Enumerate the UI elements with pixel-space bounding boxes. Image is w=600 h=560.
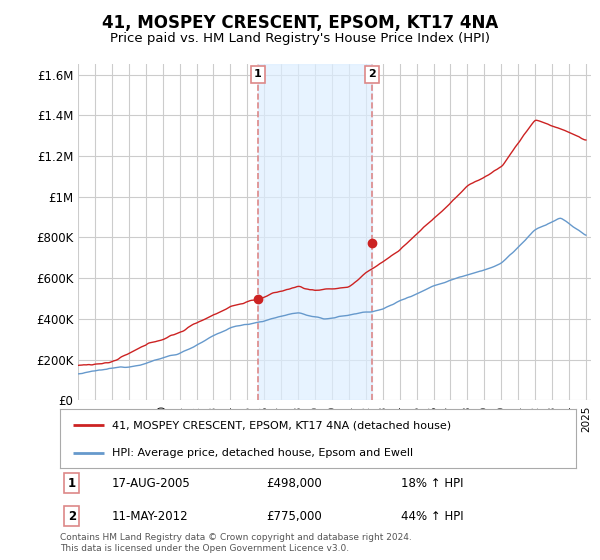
- Text: 41, MOSPEY CRESCENT, EPSOM, KT17 4NA (detached house): 41, MOSPEY CRESCENT, EPSOM, KT17 4NA (de…: [112, 420, 451, 430]
- Text: HPI: Average price, detached house, Epsom and Ewell: HPI: Average price, detached house, Epso…: [112, 448, 413, 458]
- Text: Price paid vs. HM Land Registry's House Price Index (HPI): Price paid vs. HM Land Registry's House …: [110, 32, 490, 45]
- Text: 2: 2: [68, 510, 76, 523]
- Text: 18% ↑ HPI: 18% ↑ HPI: [401, 477, 463, 490]
- Text: £775,000: £775,000: [266, 510, 322, 523]
- Text: Contains HM Land Registry data © Crown copyright and database right 2024.
This d: Contains HM Land Registry data © Crown c…: [60, 533, 412, 553]
- Text: 11-MAY-2012: 11-MAY-2012: [112, 510, 188, 523]
- Text: 2: 2: [368, 69, 376, 80]
- Bar: [258, 64, 372, 400]
- Text: 1: 1: [254, 69, 262, 80]
- Text: £498,000: £498,000: [266, 477, 322, 490]
- Text: 44% ↑ HPI: 44% ↑ HPI: [401, 510, 463, 523]
- Text: 17-AUG-2005: 17-AUG-2005: [112, 477, 190, 490]
- Text: 1: 1: [68, 477, 76, 490]
- Text: 41, MOSPEY CRESCENT, EPSOM, KT17 4NA: 41, MOSPEY CRESCENT, EPSOM, KT17 4NA: [102, 14, 498, 32]
